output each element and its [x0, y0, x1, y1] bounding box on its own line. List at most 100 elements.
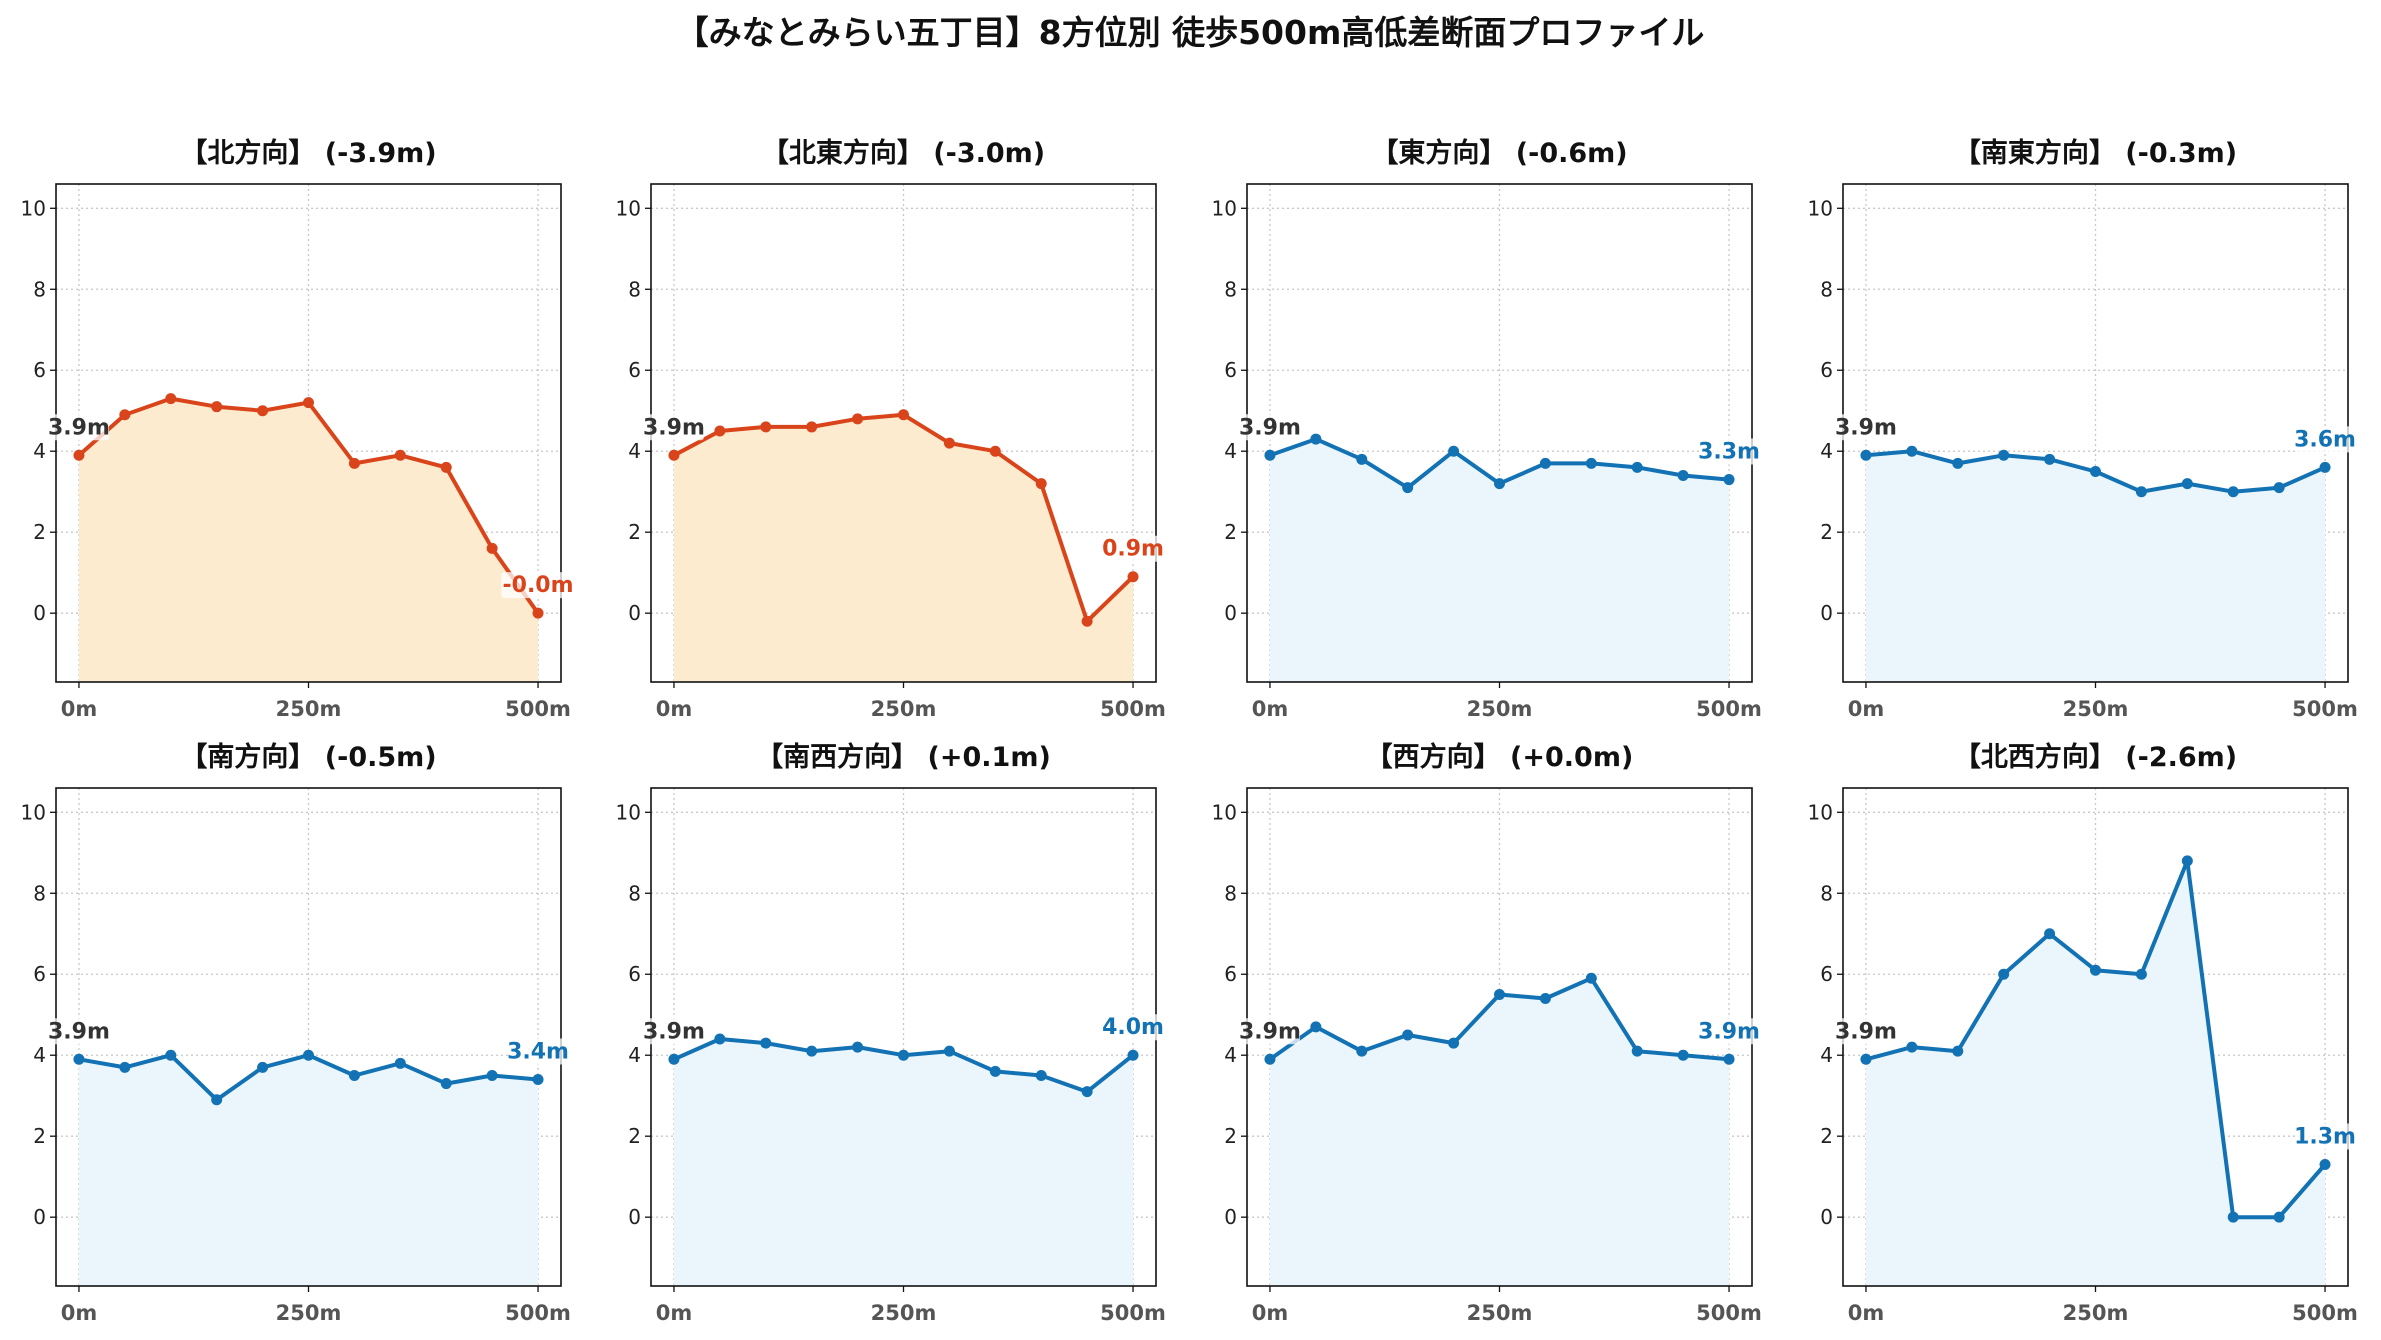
- data-point: [1081, 1086, 1093, 1098]
- y-tick-label: 2: [628, 1124, 641, 1148]
- data-point: [1631, 1045, 1643, 1057]
- end-value-label: 3.9m: [1698, 1019, 1760, 1044]
- data-point: [852, 413, 864, 425]
- y-tick-label: 4: [628, 439, 641, 463]
- data-point: [257, 405, 269, 417]
- data-point: [1356, 453, 1368, 465]
- start-value-label: 3.9m: [1239, 1019, 1301, 1044]
- data-point: [2135, 968, 2147, 980]
- panel-3: 【東方向】 (-0.6m) 0 2 4 6 8 10 0m 250m 500m 3.9m 3.3m: [1212, 137, 1762, 721]
- x-tick-label: 500m: [2292, 1301, 2358, 1325]
- x-tick-label: 500m: [1696, 1301, 1762, 1325]
- data-point: [2273, 1211, 2285, 1223]
- y-tick-label: 10: [21, 196, 46, 220]
- y-tick-label: 8: [628, 881, 641, 905]
- data-point: [1952, 1045, 1964, 1057]
- panel-1: 【北方向】 (-3.9m) 0 2 4 6 8 10 0m 250m 500m 3.9m -0.0m: [21, 137, 575, 721]
- data-point: [211, 1094, 223, 1106]
- start-value-label-bg: [48, 1018, 109, 1045]
- x-tick-label: 0m: [1252, 697, 1289, 721]
- data-point: [1539, 457, 1551, 469]
- data-point: [348, 1069, 360, 1081]
- data-point: [303, 397, 314, 409]
- y-tick-label: 0: [1224, 601, 1237, 625]
- start-value-label: 3.9m: [48, 1019, 110, 1044]
- start-value-label: 3.9m: [48, 415, 110, 440]
- y-tick-label: 6: [33, 962, 46, 986]
- data-point: [1860, 1053, 1872, 1065]
- data-point: [1081, 615, 1093, 627]
- panel-2: 【北東方向】 (-3.0m) 0 2 4 6 8 10 0m 250m 500m 3.9m 0.9m: [616, 137, 1166, 721]
- data-point: [714, 425, 726, 437]
- end-value-label: 3.6m: [2294, 427, 2356, 452]
- y-tick-label: 6: [1820, 358, 1833, 382]
- x-tick-label: 250m: [1467, 697, 1533, 721]
- data-point: [1402, 1029, 1414, 1041]
- data-point: [2227, 486, 2239, 498]
- data-point: [1448, 445, 1460, 457]
- figure-title: 【みなとみらい五丁目】8方位別 徒歩500m高低差断面プロファイル: [676, 13, 1705, 52]
- data-point: [1264, 449, 1276, 461]
- start-value-label-bg: [1835, 414, 1896, 441]
- data-point: [2044, 453, 2056, 465]
- end-value-label: -0.0m: [503, 573, 574, 598]
- data-point: [440, 1078, 452, 1090]
- y-tick-label: 2: [33, 1124, 46, 1148]
- end-value-label-bg: [1103, 535, 1164, 562]
- data-point: [852, 1041, 864, 1053]
- data-point: [1723, 474, 1735, 486]
- start-value-label: 3.9m: [643, 415, 705, 440]
- data-point: [1906, 445, 1918, 457]
- data-point: [1035, 478, 1047, 490]
- start-value-label: 3.9m: [1239, 415, 1301, 440]
- panel-title: 【南東方向】 (-0.3m): [1954, 137, 2237, 169]
- y-tick-label: 8: [1224, 277, 1237, 301]
- y-tick-label: 2: [33, 520, 46, 544]
- y-tick-label: 8: [33, 881, 46, 905]
- data-point: [2090, 465, 2101, 477]
- panel-8: 【北西方向】 (-2.6m) 0 2 4 6 8 10 0m 250m 500m 3.9m 1.3m: [1808, 741, 2358, 1325]
- y-tick-label: 0: [33, 1205, 46, 1229]
- x-tick-label: 500m: [2292, 697, 2358, 721]
- y-tick-label: 2: [628, 520, 641, 544]
- y-tick-label: 4: [1820, 1043, 1833, 1067]
- y-tick-label: 0: [1820, 1205, 1833, 1229]
- area-fill: [1269, 978, 1730, 1286]
- y-tick-label: 0: [628, 1205, 641, 1229]
- start-value-label: 3.9m: [1835, 415, 1897, 440]
- data-point: [119, 1061, 131, 1073]
- data-point: [1310, 433, 1322, 445]
- data-point: [532, 1074, 544, 1086]
- area-fill: [673, 414, 1134, 682]
- end-value-label-bg: [1699, 1018, 1760, 1045]
- data-point: [898, 1049, 909, 1061]
- data-point: [73, 449, 85, 461]
- y-tick-label: 6: [1820, 962, 1833, 986]
- panel-5: 【南方向】 (-0.5m) 0 2 4 6 8 10 0m 250m 500m 3.9m 3.4m: [21, 741, 571, 1325]
- x-tick-label: 500m: [1696, 697, 1762, 721]
- data-point: [165, 393, 177, 405]
- data-point: [668, 449, 680, 461]
- y-tick-label: 2: [1820, 520, 1833, 544]
- data-point: [1494, 988, 1505, 1000]
- end-value-label: 4.0m: [1102, 1015, 1164, 1040]
- y-tick-label: 4: [33, 439, 46, 463]
- data-point: [1356, 1045, 1368, 1057]
- y-tick-label: 10: [1212, 196, 1237, 220]
- data-point: [1631, 461, 1643, 473]
- data-point: [2227, 1211, 2239, 1223]
- data-point: [806, 1045, 818, 1057]
- panel-title: 【南方向】 (-0.5m): [180, 741, 436, 773]
- y-tick-label: 2: [1820, 1124, 1833, 1148]
- data-point: [1585, 972, 1597, 984]
- end-value-label-bg: [1103, 1014, 1164, 1041]
- panel-title: 【西方向】 (+0.0m): [1366, 741, 1634, 773]
- panel-7: 【西方向】 (+0.0m) 0 2 4 6 8 10 0m 250m 500m 3.9m 3.9m: [1212, 741, 1762, 1325]
- end-value-label: 3.3m: [1698, 440, 1760, 465]
- data-point: [1127, 1049, 1139, 1061]
- data-point: [943, 1045, 955, 1057]
- data-point: [2181, 855, 2193, 867]
- data-point: [1310, 1021, 1322, 1033]
- data-point: [1677, 470, 1689, 482]
- x-tick-label: 500m: [505, 697, 571, 721]
